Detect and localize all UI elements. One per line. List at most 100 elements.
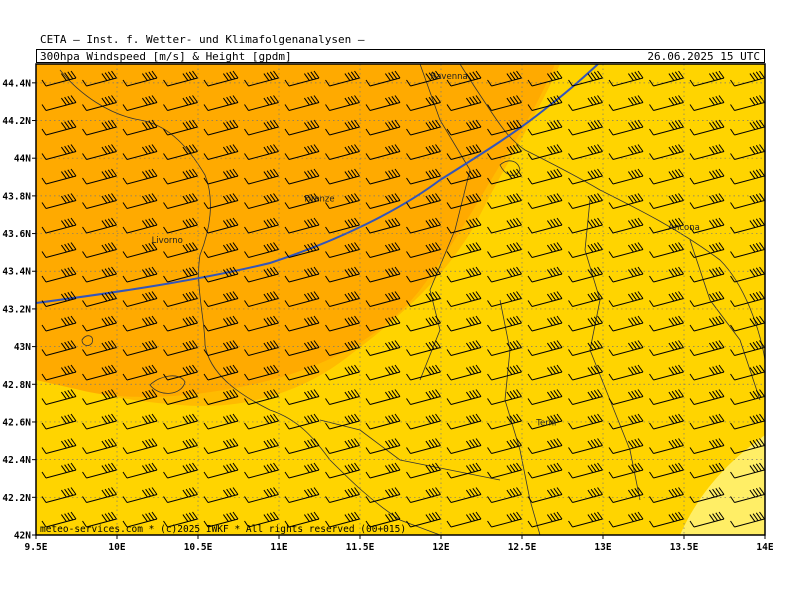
wind-barb [325, 389, 360, 405]
wind-barb [203, 144, 239, 160]
wind-barb [730, 193, 765, 209]
wind-barb [365, 193, 401, 209]
wind-barb [325, 291, 360, 307]
wind-barb [203, 462, 239, 479]
wind-barb [487, 413, 522, 430]
wind-barb [325, 511, 360, 528]
wind-barb [82, 389, 117, 405]
wind-barb [284, 340, 320, 356]
wind-barb [203, 389, 239, 405]
wind-barb [82, 315, 117, 332]
wind-barb [568, 193, 603, 209]
wind-barb [41, 168, 77, 185]
map-area [36, 64, 765, 552]
wind-barb [163, 144, 198, 160]
wind-barb [689, 291, 725, 307]
wind-barb [163, 462, 198, 479]
wind-barb [730, 266, 765, 283]
wind-barb [244, 193, 279, 209]
wind-barb [365, 70, 401, 87]
wind-barb [446, 119, 482, 136]
wind-barb [649, 242, 684, 258]
wind-barb [446, 413, 482, 430]
wind-barb [41, 340, 77, 356]
wind-barb [365, 144, 401, 160]
wind-barb [689, 242, 725, 258]
wind-barb [649, 217, 684, 234]
x-tick-label: 13E [594, 542, 611, 553]
wind-barb [41, 242, 77, 258]
wind-barb [284, 291, 320, 307]
wind-barb [82, 413, 117, 430]
wind-barb [689, 364, 725, 381]
y-tick-label: 43.4N [2, 267, 31, 278]
wind-barb [689, 144, 725, 160]
wind-barb [365, 266, 401, 283]
wind-barb [649, 389, 684, 405]
wind-barb [406, 217, 441, 234]
wind-barb [689, 340, 725, 356]
x-tick-label: 10E [108, 542, 125, 553]
wind-barb [649, 340, 684, 356]
wind-barb [365, 511, 401, 528]
wind-barb [365, 217, 401, 234]
wind-barb [730, 291, 765, 307]
wind-barb [527, 438, 563, 454]
wind-barb [730, 487, 765, 503]
wind-barb [446, 168, 482, 185]
wind-barb [122, 340, 158, 356]
header-bar: 300hpa_Windspeed_[m/s]_&_Height_[gpdm] 2… [36, 49, 765, 63]
wind-barb [122, 291, 158, 307]
wind-barb [365, 291, 401, 307]
wind-barb [649, 193, 684, 209]
wind-barb [649, 315, 684, 332]
wind-barb [244, 487, 279, 503]
wind-barb [406, 413, 441, 430]
x-tick-label: 11E [270, 542, 287, 553]
wind-barb [487, 438, 522, 454]
wind-barb [122, 438, 158, 454]
wind-barb [689, 511, 725, 528]
wind-barb [608, 364, 644, 381]
wind-barb [527, 389, 563, 405]
wind-barb [446, 291, 482, 307]
wind-barb [568, 462, 603, 479]
wind-barb [609, 537, 643, 552]
wind-barb [568, 487, 603, 503]
wind-barb [122, 487, 158, 503]
wind-barb [568, 168, 603, 185]
wind-barb [203, 291, 239, 307]
wind-barb [608, 487, 644, 503]
wind-barb [284, 364, 320, 381]
wind-barb [244, 168, 279, 185]
wind-barb [244, 291, 279, 307]
wind-barb [41, 487, 77, 503]
wind-barb [163, 70, 198, 87]
wind-barb [608, 242, 644, 258]
wind-barb [487, 168, 522, 185]
wind-barb [487, 144, 522, 160]
wind-barb [608, 462, 644, 479]
wind-barb [649, 438, 684, 454]
y-tick-label: 42.2N [2, 493, 31, 504]
wind-barb [446, 193, 482, 209]
wind-barb [406, 315, 441, 332]
wind-barb [487, 364, 522, 381]
wind-barb [82, 511, 117, 528]
city-labels: Ravenna Firenze Livorno Ancona Terni [152, 72, 700, 429]
wind-barb [568, 511, 603, 528]
wind-barb [41, 266, 77, 283]
wind-barb [122, 266, 158, 283]
wind-barb [649, 462, 684, 479]
wind-barb [730, 340, 765, 356]
wind-barb [163, 119, 198, 136]
city-label-firenze: Firenze [304, 195, 334, 205]
wind-barb [325, 168, 360, 185]
wind-barb [406, 291, 441, 307]
wind-barb [284, 315, 320, 332]
wind-barb [689, 389, 725, 405]
wind-barb [608, 340, 644, 356]
wind-barb [365, 462, 401, 479]
wind-barb [163, 291, 198, 307]
